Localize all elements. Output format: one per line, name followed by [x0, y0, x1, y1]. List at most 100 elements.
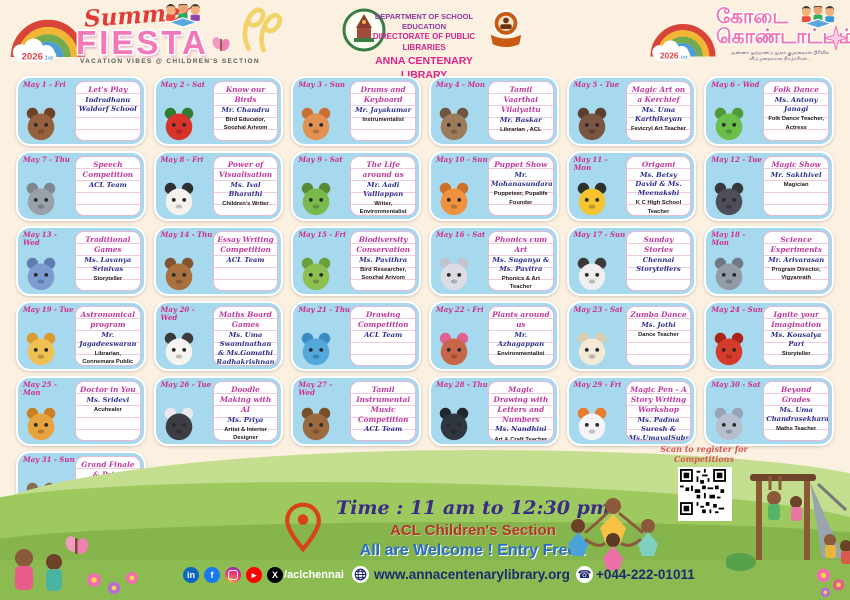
- event-details: Drawing Competition ACL Team: [350, 306, 416, 366]
- event-card: May 18 - Mon Science Experiments Mr. Ari…: [704, 226, 834, 296]
- squirrel-icon: [26, 107, 56, 141]
- event-date: May 10 - Sun: [436, 155, 488, 164]
- event-presenter-role: Dance Teacher: [638, 332, 679, 339]
- event-title: Sunday Stories: [643, 235, 674, 254]
- event-date: May 2 - Sat: [160, 80, 205, 89]
- parrot-icon: [164, 107, 193, 141]
- facebook-icon[interactable]: f: [204, 567, 220, 583]
- x-twitter-icon[interactable]: X: [267, 567, 283, 583]
- event-date: May 5 - Tue: [573, 80, 620, 89]
- event-presenter-role: Artist & Interior Designer: [224, 426, 267, 441]
- event-date: May 18 - Mon: [711, 230, 746, 247]
- event-presenter: Ms. Uma Chandrasekharan: [766, 405, 829, 423]
- event-title: Know our Birds: [225, 85, 266, 104]
- social-handle[interactable]: /aclchennai: [284, 569, 344, 581]
- event-presenter-role: Storyteller: [93, 276, 123, 283]
- event-presenter-role: Librarian , ACL: [500, 126, 542, 133]
- event-card: May 5 - Tue Magic Art on a Kerchief Ms. …: [566, 76, 697, 146]
- event-details: Tamil Vaarthai Vilaiyattu Mr. Baskar Lib…: [488, 81, 554, 141]
- event-details: Essay Writing Competition ACL Team: [212, 231, 279, 291]
- cloud-2026: 2026 1st: [12, 38, 55, 62]
- event-title: Biodiversity Conservation: [356, 235, 411, 254]
- event-date: May 30 - Sat: [711, 380, 761, 389]
- event-title: Plants around us: [492, 310, 550, 329]
- department-line1: DEPARTMENT OF SCHOOL EDUCATION: [374, 12, 474, 32]
- event-card: May 10 - Sun Puppet Show Mr. Mohanasunda…: [429, 151, 559, 221]
- event-presenter: Ms. Uma Karthikeyan: [635, 105, 682, 123]
- event-card: May 30 - Sat Beyond Grades Ms. Uma Chand…: [704, 376, 834, 446]
- swan-icon: [577, 407, 606, 441]
- sparkle-icon: [822, 24, 850, 55]
- event-card: May 29 - Fri Magic Pen - A Story Writing…: [566, 376, 697, 446]
- event-details: Magic Drawing with Letters and Numbers M…: [488, 381, 554, 441]
- event-card: May 16 - Sat Phonics cum Art Ms. Suganya…: [429, 226, 559, 296]
- linkedin-icon[interactable]: in: [183, 567, 199, 583]
- event-details: Doctor in You Ms. Sridevi Acuhealer: [75, 381, 141, 441]
- kids-reading-illustration: [160, 2, 206, 32]
- instagram-icon[interactable]: [225, 567, 241, 583]
- youtube-icon[interactable]: ▸: [246, 567, 262, 583]
- rabbit-icon: [439, 257, 469, 291]
- event-date: May 29 - Fri: [573, 380, 622, 389]
- event-title: Drums and Keyboard: [360, 85, 406, 104]
- event-presenter-role: Children's Writer: [222, 201, 269, 208]
- event-presenter: Ms. Sridevi: [86, 395, 130, 404]
- event-title: Tamil Vaarthai Vilaiyattu: [501, 85, 541, 114]
- phone-number[interactable]: +044-222-01011: [596, 567, 695, 582]
- tiger-icon: [439, 182, 469, 216]
- event-card: May 24 - Sun Ignite your Imagination Ms.…: [704, 301, 834, 371]
- globe-icon: [352, 566, 369, 583]
- event-card: May 27 - Wed Tamil Instrumental Music Co…: [291, 376, 421, 446]
- event-title: Magic Show: [771, 160, 821, 169]
- qr-caption: Scan to register for Competitions: [660, 444, 748, 464]
- event-presenter: Ms. Uma Swaminathan & Ms.Gomathi Radhakr…: [216, 330, 275, 366]
- frog-icon: [715, 107, 744, 141]
- fox-icon: [302, 107, 331, 141]
- event-presenter: Ms. Antony Janagi: [774, 95, 818, 114]
- event-details: Magic Show Mr. Sakthivel Magician: [763, 156, 829, 216]
- rhino-icon: [26, 257, 56, 291]
- event-presenter-role: Environmentalist: [497, 351, 545, 358]
- sparrow-icon: [439, 107, 469, 141]
- event-presenter: Mr. Jayakumar: [355, 105, 412, 114]
- phone-icon: ☎: [576, 566, 593, 583]
- event-title: Magic Pen - A Story Writing Workshop: [630, 385, 687, 414]
- left-rainbow-logo: 2026 1st: [8, 6, 88, 68]
- event-date: May 17 - Sun: [573, 230, 626, 239]
- giraffe-icon: [26, 332, 56, 366]
- event-date: May 3 - Sun: [298, 80, 346, 89]
- event-presenter-role: Fevicryl Art Teacher: [630, 126, 687, 133]
- event-title: Power of Visualisation: [218, 160, 273, 179]
- event-card: May 11 - Mon Origami Ms. Betsy David & M…: [566, 151, 697, 221]
- event-presenter: Ms. Kousalya Pari: [770, 330, 822, 348]
- turtle-icon: [302, 257, 331, 291]
- event-presenter: Mr. Azhagappan: [497, 330, 545, 348]
- event-presenter: Ms. Betsy David & Ms. Meenakshi: [635, 170, 682, 198]
- right-rainbow-logo: 2026 1st: [648, 12, 718, 68]
- bear-icon: [577, 107, 606, 141]
- event-card: May 20 - Wed Maths Board Games Ms. Uma S…: [153, 301, 284, 371]
- event-presenter: Ms. Padma Suresh & Ms.UmayalSubramanian: [628, 415, 691, 441]
- event-title: Doodle Making with AI: [219, 385, 272, 414]
- event-title: Drawing Competition: [357, 310, 409, 329]
- event-title: Puppet Show: [494, 160, 548, 169]
- website-link[interactable]: www.annacentenarylibrary.org: [374, 567, 570, 582]
- event-presenter-role: Bird Educator, Soozhal Arivom: [223, 116, 268, 132]
- event-card: May 3 - Sun Drums and Keyboard Mr. Jayak…: [291, 76, 421, 146]
- event-title: Doctor in You: [80, 385, 136, 394]
- corner-kids-flowers-illustration: [2, 532, 162, 600]
- event-presenter: Mr. Aadi Valliappan: [363, 180, 404, 198]
- skunk-icon: [164, 407, 193, 441]
- event-presenter: Chennai Storytellers: [636, 255, 681, 273]
- event-details: Know our Birds Mr. Chandru Bird Educator…: [212, 81, 279, 141]
- event-presenter: Ms. Ival Bharathi: [228, 180, 263, 198]
- bee-icon: [577, 182, 606, 216]
- event-date: May 25 - Mon: [23, 380, 57, 397]
- event-presenter: ACL Team: [226, 255, 265, 264]
- penguin-icon: [439, 407, 469, 441]
- event-time: Time : 11 am to 12:30 pm: [336, 497, 610, 519]
- event-presenter-role: Instrumentalist: [362, 116, 404, 123]
- event-details: Plants around us Mr. Azhagappan Environm…: [488, 306, 554, 366]
- event-date: May 1 - Fri: [23, 80, 66, 89]
